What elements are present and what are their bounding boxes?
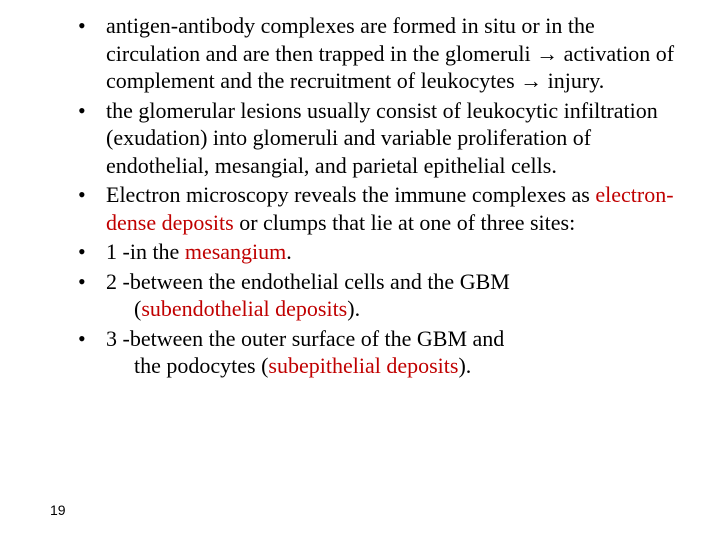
bullet-item: 2 -between the endothelial cells and the…	[78, 268, 680, 323]
text-segment: mesangium	[185, 239, 286, 264]
text-segment: subendothelial deposits	[141, 296, 347, 321]
text-segment: the podocytes (	[134, 353, 268, 378]
slide-content: antigen-antibody complexes are formed in…	[0, 0, 720, 380]
bullet-list: antigen-antibody complexes are formed in…	[78, 12, 680, 380]
bullet-item: 3 -between the outer surface of the GBM …	[78, 325, 680, 380]
bullet-item: 1 -in the mesangium.	[78, 238, 680, 266]
bullet-item: antigen-antibody complexes are formed in…	[78, 12, 680, 95]
text-segment: or clumps that lie at one of three sites…	[239, 210, 575, 235]
bullet-continuation: the podocytes (subepithelial deposits).	[106, 352, 680, 380]
text-segment: .	[286, 239, 292, 264]
text-segment: 2 -between the endothelial cells and the…	[106, 269, 510, 294]
text-segment: 1 -in the	[106, 239, 185, 264]
text-segment: Electron microscopy reveals the immune c…	[106, 182, 595, 207]
bullet-item: the glomerular lesions usually consist o…	[78, 97, 680, 180]
text-segment: ).	[347, 296, 360, 321]
text-segment: the glomerular lesions usually consist o…	[106, 98, 658, 178]
bullet-item: Electron microscopy reveals the immune c…	[78, 181, 680, 236]
text-segment: antigen-antibody complexes are formed in…	[106, 13, 674, 93]
bullet-continuation: (subendothelial deposits).	[106, 295, 680, 323]
text-segment: 3 -between the outer surface of the GBM …	[106, 326, 504, 351]
text-segment: subepithelial deposits	[268, 353, 458, 378]
text-segment: ).	[458, 353, 471, 378]
page-number: 19	[50, 502, 66, 518]
